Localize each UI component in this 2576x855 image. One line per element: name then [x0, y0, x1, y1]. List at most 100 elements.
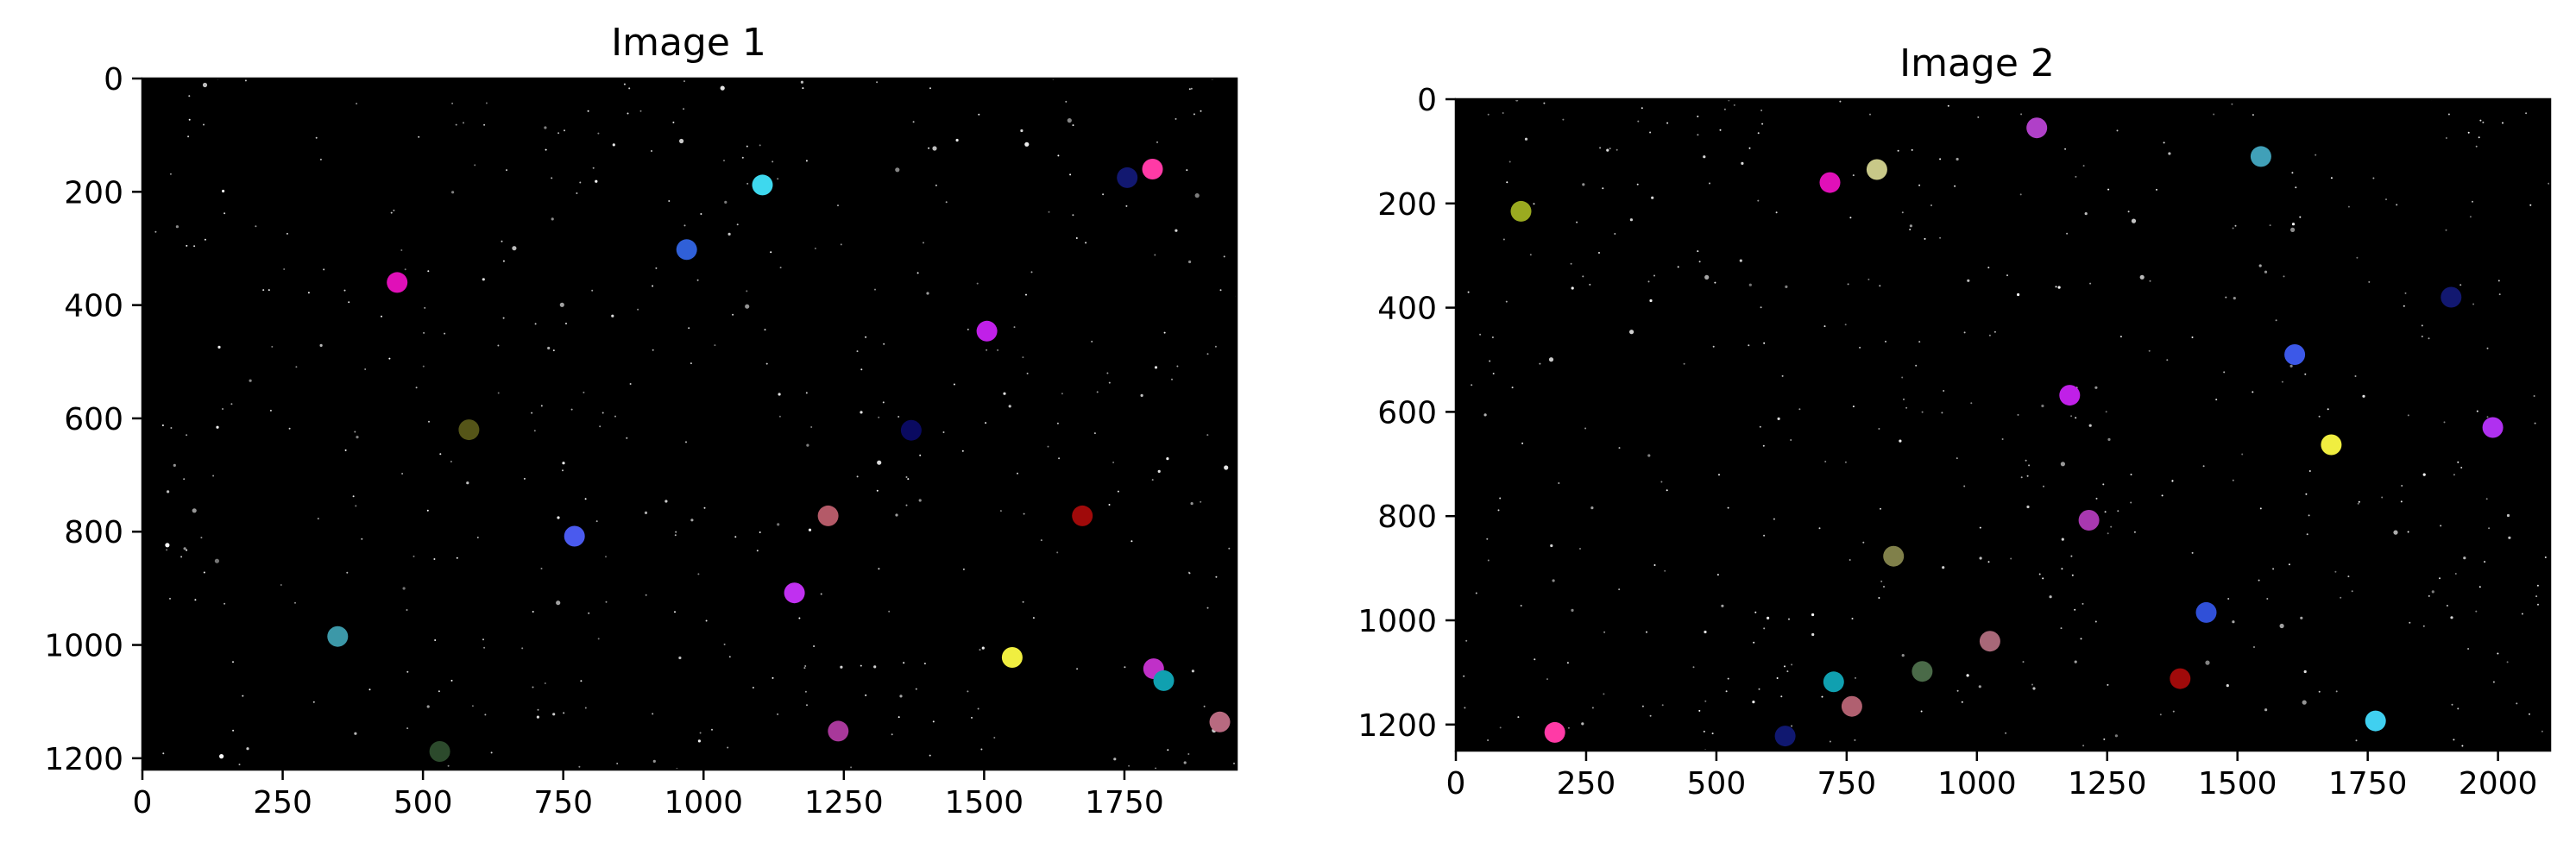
star-dot: [188, 118, 191, 121]
star-dot: [813, 645, 816, 647]
star-dot: [2281, 380, 2283, 383]
star-dot: [1905, 406, 1908, 409]
star-dot: [1022, 356, 1024, 359]
star-dot: [540, 405, 543, 407]
star-dot: [1085, 242, 1087, 244]
star-dot: [2017, 413, 2019, 416]
star-dot: [1508, 160, 1511, 163]
star-dot: [1106, 372, 1109, 374]
scatter-point: [1142, 159, 1163, 179]
star-dot: [418, 135, 420, 138]
star-dot: [2275, 319, 2277, 322]
star-dot: [1897, 149, 1899, 152]
star-dot: [1506, 181, 1508, 184]
star-dot: [1589, 283, 1591, 286]
star-dot: [840, 665, 843, 669]
star-dot: [200, 537, 203, 539]
star-dot: [1539, 362, 1541, 365]
star-dot: [2525, 112, 2528, 115]
star-dot: [1026, 372, 1029, 374]
star-dot: [1058, 457, 1061, 460]
star-dot: [2075, 175, 2077, 178]
star-dot: [955, 138, 959, 142]
star-dot: [1606, 148, 1609, 152]
star-dot: [1603, 631, 1606, 633]
star-dot: [2107, 188, 2110, 191]
star-dot: [2026, 505, 2030, 509]
star-dot: [882, 401, 885, 404]
scatter-point: [1001, 647, 1023, 668]
star-dot: [1709, 182, 1710, 185]
star-dot: [2066, 232, 2069, 235]
star-dot: [1533, 203, 1535, 205]
star-dot: [484, 714, 487, 716]
star-dot: [222, 408, 224, 410]
star-dot: [2127, 211, 2130, 213]
y-tick-label: 0: [104, 62, 123, 97]
star-dot: [162, 752, 165, 755]
star-dot: [2428, 337, 2430, 340]
star-dot: [2107, 437, 2111, 441]
star-dot: [1521, 442, 1524, 444]
x-tick-label: 750: [1817, 766, 1876, 802]
star-dot: [426, 509, 429, 512]
star-dot: [1798, 408, 1801, 411]
star-dot: [406, 727, 409, 730]
star-dot: [856, 350, 859, 353]
star-dot: [1878, 597, 1880, 599]
star-dot: [2537, 603, 2539, 606]
star-dot: [224, 212, 226, 215]
star-dot: [1591, 707, 1594, 709]
star-dot: [1576, 221, 1578, 223]
y-tick-label: 1200: [44, 742, 123, 777]
star-dot: [1697, 116, 1699, 117]
star-dot: [381, 315, 382, 317]
star-dot: [400, 249, 403, 251]
star-dot: [1206, 434, 1209, 437]
star-dot: [1096, 391, 1099, 393]
star-dot: [932, 720, 935, 723]
star-dot: [772, 160, 774, 163]
star-dot: [873, 665, 877, 669]
star-dot: [2453, 739, 2455, 741]
star-dot: [2475, 610, 2478, 613]
star-dot: [1757, 199, 1760, 202]
scatter-point: [2284, 344, 2306, 365]
star-dot: [2031, 683, 2033, 686]
star-dot: [1704, 274, 1710, 280]
star-dot: [564, 129, 565, 132]
star-dot: [1464, 707, 1466, 709]
star-dot: [2104, 511, 2107, 513]
star-dot: [1790, 439, 1792, 441]
star-dot: [2258, 264, 2262, 267]
star-dot: [193, 245, 196, 248]
star-dot: [2469, 216, 2472, 218]
star-dot: [876, 489, 879, 492]
star-dot: [1903, 398, 1905, 400]
star-dot: [2303, 670, 2307, 674]
star-dot: [1918, 341, 1921, 343]
star-dot: [165, 543, 170, 548]
star-dot: [746, 290, 748, 292]
star-dot: [2308, 470, 2311, 472]
star-dot: [1091, 340, 1093, 343]
star-dot: [2117, 510, 2119, 512]
star-dot: [502, 317, 505, 319]
star-dot: [860, 411, 863, 414]
star-dot: [323, 268, 325, 271]
star-dot: [723, 643, 726, 645]
star-dot: [1200, 500, 1202, 503]
star-dot: [1582, 183, 1585, 186]
star-dot: [295, 366, 298, 368]
star-dot: [1649, 299, 1653, 303]
scatter-point: [458, 419, 480, 441]
star-dot: [2159, 714, 2162, 716]
star-dot: [905, 504, 908, 506]
star-dot: [2080, 638, 2082, 640]
star-dot: [2318, 415, 2321, 418]
star-dot: [2010, 557, 2012, 560]
star-dot: [216, 425, 219, 429]
star-dot: [404, 268, 406, 271]
star-dot: [2252, 114, 2254, 116]
scatter-point: [828, 720, 849, 742]
